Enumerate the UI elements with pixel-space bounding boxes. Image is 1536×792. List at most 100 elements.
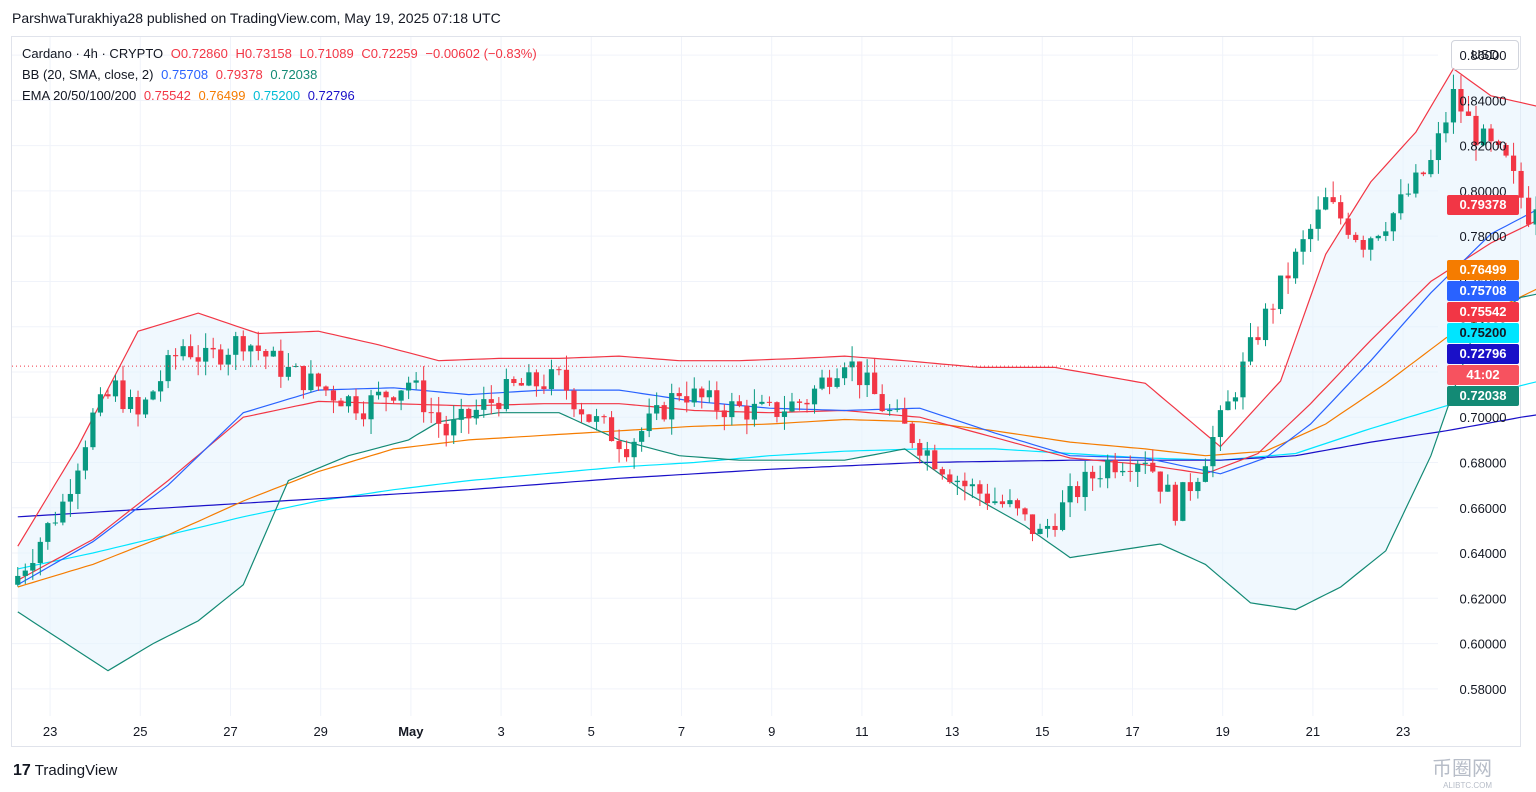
candle-body — [1368, 238, 1374, 250]
candle-body — [105, 394, 111, 397]
candle-body — [150, 391, 156, 400]
legend-bb-label: BB (20, SMA, close, 2) — [22, 67, 154, 82]
chart-frame — [11, 36, 1521, 747]
candle-body — [826, 377, 833, 387]
candle-body — [992, 501, 998, 504]
candle-body — [225, 354, 231, 365]
candle-body — [1413, 172, 1419, 194]
x-tick-label: 29 — [313, 724, 327, 739]
candle-body — [849, 361, 855, 368]
watermark-text: 币圈网 — [1432, 758, 1492, 780]
candle-body — [631, 441, 637, 458]
candle-body — [1300, 239, 1306, 252]
candle-body — [1097, 478, 1103, 480]
candle-body — [466, 408, 472, 419]
candle-body — [969, 484, 975, 487]
legend-bb-basis: 0.75708 — [161, 67, 209, 82]
candle-body — [1232, 397, 1239, 402]
candle-body — [383, 391, 389, 398]
candle-body — [1255, 337, 1261, 341]
candle-body — [1488, 128, 1494, 142]
candle-body — [1390, 213, 1396, 232]
candle-body — [413, 380, 419, 383]
tradingview-logo[interactable]: 17 TradingView — [13, 762, 117, 780]
legend-ema-label: EMA 20/50/100/200 — [22, 88, 137, 103]
candle-body — [15, 575, 21, 585]
candle-body — [593, 416, 600, 422]
bollinger-band-fill — [17, 68, 1536, 671]
candle-body — [157, 381, 164, 392]
legend-ohlc[interactable]: Cardano · 4h · CRYPTO O0.72860 H0.73158 … — [22, 46, 541, 61]
candle-body — [1323, 197, 1329, 210]
x-tick-label: 9 — [768, 724, 775, 739]
candle-body — [608, 417, 615, 442]
candle-body — [37, 541, 43, 563]
x-tick-label: 5 — [588, 724, 595, 739]
candle-body — [315, 373, 322, 387]
x-tick-label: 23 — [1396, 724, 1410, 739]
candle-body — [646, 413, 652, 432]
currency-button[interactable]: USD — [1451, 40, 1519, 70]
candle-body — [75, 470, 81, 494]
legend-ema200: 0.72796 — [307, 88, 355, 103]
candle-body — [729, 401, 735, 418]
candle-body — [488, 399, 494, 403]
candle-body — [1007, 500, 1013, 505]
candle-body — [368, 395, 374, 420]
publisher-line: ParshwaTurakhiya28 published on TradingV… — [12, 10, 501, 26]
candle-body — [1090, 471, 1096, 479]
candle-body — [233, 336, 239, 355]
time-axis: 23 25 27 29 May 3 5 7 9 11 13 15 17 19 21 23 — [43, 724, 1410, 739]
candle-body — [1217, 410, 1224, 438]
candle-body — [165, 355, 171, 382]
candle-body — [142, 399, 149, 415]
legend-ema[interactable]: EMA 20/50/100/200 0.75542 0.76499 0.7520… — [22, 88, 359, 103]
candle-body — [180, 346, 186, 357]
candle-body — [1210, 437, 1216, 467]
candle-body — [511, 379, 517, 384]
candle-body — [819, 377, 825, 389]
x-tick-label: 27 — [223, 724, 237, 739]
legend-close: C0.72259 — [361, 46, 418, 61]
candle-body — [939, 469, 945, 475]
y-tick-label: 0.66000 — [1460, 501, 1507, 516]
candle-body — [751, 403, 757, 420]
candle-body — [421, 380, 427, 413]
y-tick-label: 0.70000 — [1460, 410, 1507, 425]
candle-body — [563, 369, 570, 391]
x-tick-label: 21 — [1306, 724, 1320, 739]
candle-body — [210, 347, 216, 350]
candle-body — [894, 408, 900, 410]
candle-body — [1533, 209, 1536, 225]
candle-body — [654, 405, 660, 414]
candle-body — [864, 372, 870, 386]
candle-body — [1059, 502, 1066, 530]
candle-body — [578, 409, 585, 415]
candle-body — [1518, 170, 1524, 198]
price-label: 0.72038 — [1447, 386, 1519, 407]
candle-body — [323, 386, 329, 391]
legend-bb[interactable]: BB (20, SMA, close, 2) 0.75708 0.79378 0… — [22, 67, 321, 82]
candle-body — [278, 350, 284, 377]
candle-body — [774, 402, 780, 417]
candle-body — [954, 480, 960, 483]
y-tick-label: 0.86000 — [1460, 48, 1507, 63]
candle-body — [1082, 471, 1088, 498]
candle-body — [1308, 228, 1314, 240]
candle-body — [1398, 194, 1404, 214]
candle-body — [1225, 401, 1231, 411]
bb-lower-line — [17, 293, 1536, 672]
legend-low: L0.71089 — [299, 46, 354, 61]
price-label: 0.76499 — [1447, 260, 1519, 281]
bollinger-band-area — [17, 68, 1536, 671]
candle-body — [255, 345, 261, 351]
candle-body — [345, 396, 352, 407]
candle-body — [699, 388, 705, 398]
candle-body — [766, 401, 773, 403]
candle-body — [1360, 239, 1366, 250]
candle-body — [1052, 525, 1058, 530]
candle-body — [398, 390, 404, 401]
bb-upper-line — [17, 67, 1536, 547]
candle-body — [1165, 484, 1171, 492]
